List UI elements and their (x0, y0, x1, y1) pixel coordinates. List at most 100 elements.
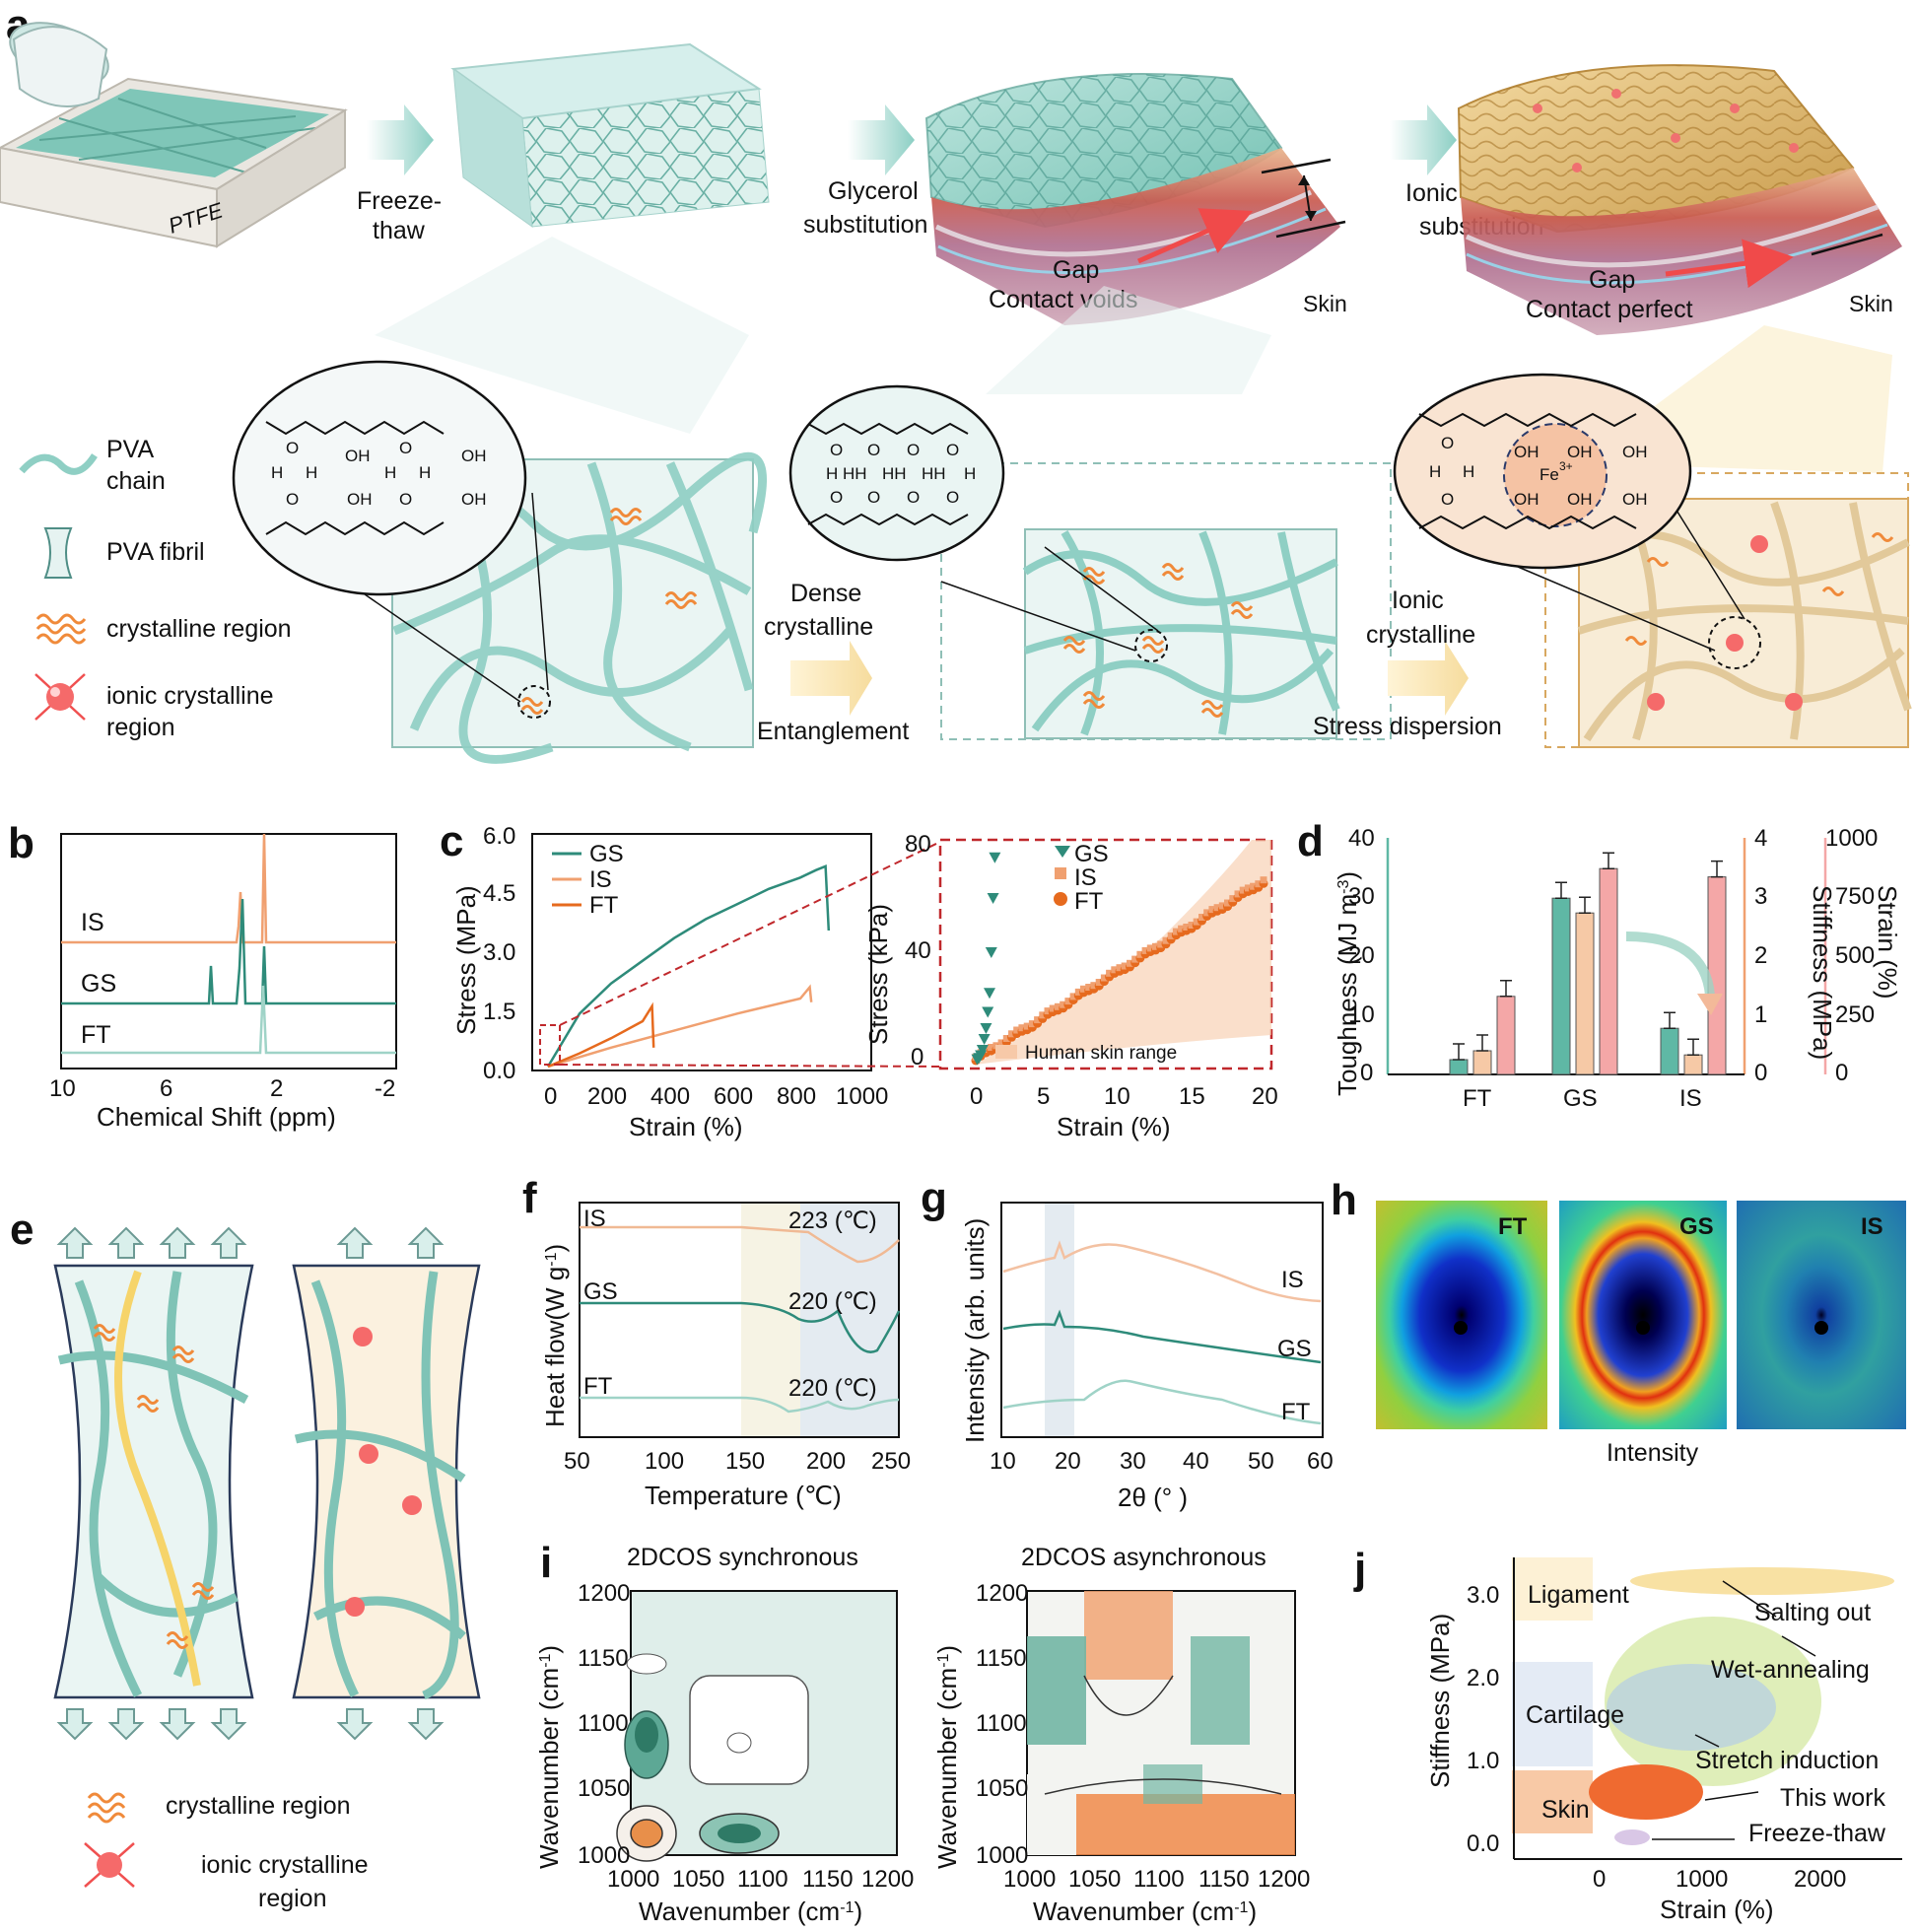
legend-a: PVA chain PVA fibril crystalline region … (19, 436, 292, 741)
arrow2-line2: crystalline (1366, 621, 1475, 649)
xrd-is: IS (1281, 1267, 1304, 1293)
skin-range-label: Human skin range (1025, 1043, 1177, 1064)
inset-point-is (1255, 880, 1263, 888)
d-yticks-toughness: 0 10 20 30 40 (1348, 825, 1375, 1086)
inset-point-is (1121, 962, 1129, 970)
inset-point-is (1095, 979, 1103, 986)
chem2-o8: O (946, 488, 959, 507)
error-bar (1579, 896, 1591, 914)
i1-ytick-1200: 1200 (578, 1580, 630, 1607)
nmr-plot: IS GS FT 10 6 2 -2 Chemical Shift (ppm) (49, 833, 397, 1132)
error-bar (1664, 1011, 1676, 1029)
c-xlabel-right: Strain (%) (1057, 1112, 1171, 1141)
process-arrow-2 (848, 104, 915, 175)
f-xlabel: Temperature (℃) (645, 1481, 842, 1510)
inset-point-is (1188, 922, 1196, 929)
panel-label-f: f (522, 1174, 537, 1222)
d-cat-is: IS (1679, 1085, 1702, 1112)
i2-xtick-1150: 1150 (1198, 1866, 1250, 1893)
inset-point-is (1106, 969, 1114, 977)
j-wet-annealing: Wet-annealing (1711, 1656, 1870, 1684)
i2-ytick-1150: 1150 (976, 1645, 1027, 1672)
c-ylabel-left: Stress (MPa) (451, 885, 481, 1035)
i1-xlabel: Wavenumber (cm-1) (639, 1897, 862, 1926)
transition-arrow-1 (790, 641, 872, 716)
tensile-xticks: 0 200 400 600 800 1000 (544, 1083, 888, 1110)
tensile-series-ft (547, 1001, 655, 1069)
i2-xtick-1050: 1050 (1068, 1866, 1121, 1893)
inset-point-is (1141, 946, 1149, 954)
inset-point-gs (982, 1006, 994, 1018)
panel-label-h: h (1331, 1176, 1357, 1224)
nmr-xtick-2: 2 (270, 1075, 283, 1102)
i1-ytick-1100: 1100 (578, 1710, 629, 1737)
d-t1-0: 0 (1360, 1060, 1373, 1086)
c-rxtick-5: 5 (1037, 1083, 1050, 1110)
chem3-fe-charge: 3+ (1559, 459, 1573, 473)
arrow1-line1: Dense (790, 580, 861, 607)
c-xtick-2: 400 (650, 1083, 690, 1110)
chem1-h1: H (271, 463, 283, 482)
chem1-oh2: OH (461, 447, 487, 465)
panel-label-d: d (1297, 817, 1324, 865)
i1-xtick-1200: 1200 (861, 1866, 914, 1893)
legend-ft: FT (589, 892, 619, 919)
inset-point-gs (984, 988, 996, 1000)
c-xtick-5: 1000 (836, 1083, 888, 1110)
c-ylabel-right: Stress (kPa) (863, 904, 893, 1045)
legend-is: IS (589, 866, 612, 893)
inset-point-is (1239, 886, 1247, 894)
legend-gs: GS (589, 841, 624, 867)
inset-point-is (997, 1039, 1005, 1047)
panel-label-g: g (921, 1174, 947, 1222)
j-ylabel: Stiffness (MPa) (1425, 1614, 1455, 1788)
arrow2-line1: Ionic (1392, 586, 1444, 614)
2dcos-async: 2DCOS asynchronous 1200 1150 1100 1050 1… (932, 1544, 1310, 1926)
tensile-curves (546, 863, 831, 1069)
bar-is-0 (1660, 1027, 1679, 1075)
dsc-ft: FT (583, 1373, 613, 1400)
j-skin: Skin (1541, 1796, 1590, 1824)
chem1-o3: O (399, 439, 412, 457)
chem1-oh4: OH (461, 490, 487, 509)
j-stretch-induction: Stretch induction (1695, 1747, 1879, 1774)
zoom-line-2b (1044, 546, 1159, 632)
dsc-plot: IS GS FT 223 (℃) 220 (℃) 220 (℃) 50 100 … (540, 1202, 911, 1510)
chem1-h3: H (384, 463, 396, 482)
glycerol-gel-on-skin (924, 73, 1346, 325)
d-t3-0: 0 (1835, 1060, 1848, 1086)
network-box-gs (940, 462, 1392, 740)
chem3-fe: Fe (1540, 465, 1559, 484)
j-ytick-2: 2.0 (1467, 1665, 1499, 1691)
d-t3-1: 250 (1835, 1001, 1875, 1028)
chem2-o6: O (907, 488, 920, 507)
inset-point-is (1085, 984, 1093, 991)
panel-label-c: c (440, 817, 463, 865)
d-cat-gs: GS (1563, 1085, 1598, 1112)
e-legend-crystalline-icon (87, 1792, 126, 1824)
g-xtick-60: 60 (1307, 1448, 1334, 1475)
inset-point-is (1157, 940, 1165, 948)
inset-point-gs (985, 947, 997, 958)
chem3-h1: H (1429, 462, 1441, 481)
chem2-h1: H (826, 464, 838, 483)
nmr-xtick-10: 10 (49, 1075, 76, 1102)
i1-ylabel: Wavenumber (cm-1) (534, 1645, 564, 1869)
d-t2-3: 3 (1754, 883, 1767, 910)
chem2-o3: O (867, 441, 880, 459)
tensile-legend: GS IS FT (552, 841, 624, 919)
c-rxtick-20: 20 (1252, 1083, 1278, 1110)
inset-point-is (1244, 884, 1252, 892)
inset-point-is (1054, 1002, 1061, 1010)
inset-point-is (1131, 955, 1139, 963)
d-cat-ft: FT (1463, 1085, 1492, 1112)
inset-point-is (1100, 974, 1108, 982)
g-xtick-40: 40 (1183, 1448, 1209, 1475)
step1-line1: Freeze- (357, 187, 442, 215)
arrow1-line2: crystalline (764, 613, 873, 641)
f-xtick-150: 150 (725, 1448, 765, 1475)
legend-ionic-line1: ionic crystalline (106, 682, 274, 710)
legend-pva-chain-line1: PVA (106, 436, 154, 463)
skin-label-1: Skin (1303, 291, 1347, 316)
inset-point-is (1049, 1004, 1057, 1012)
